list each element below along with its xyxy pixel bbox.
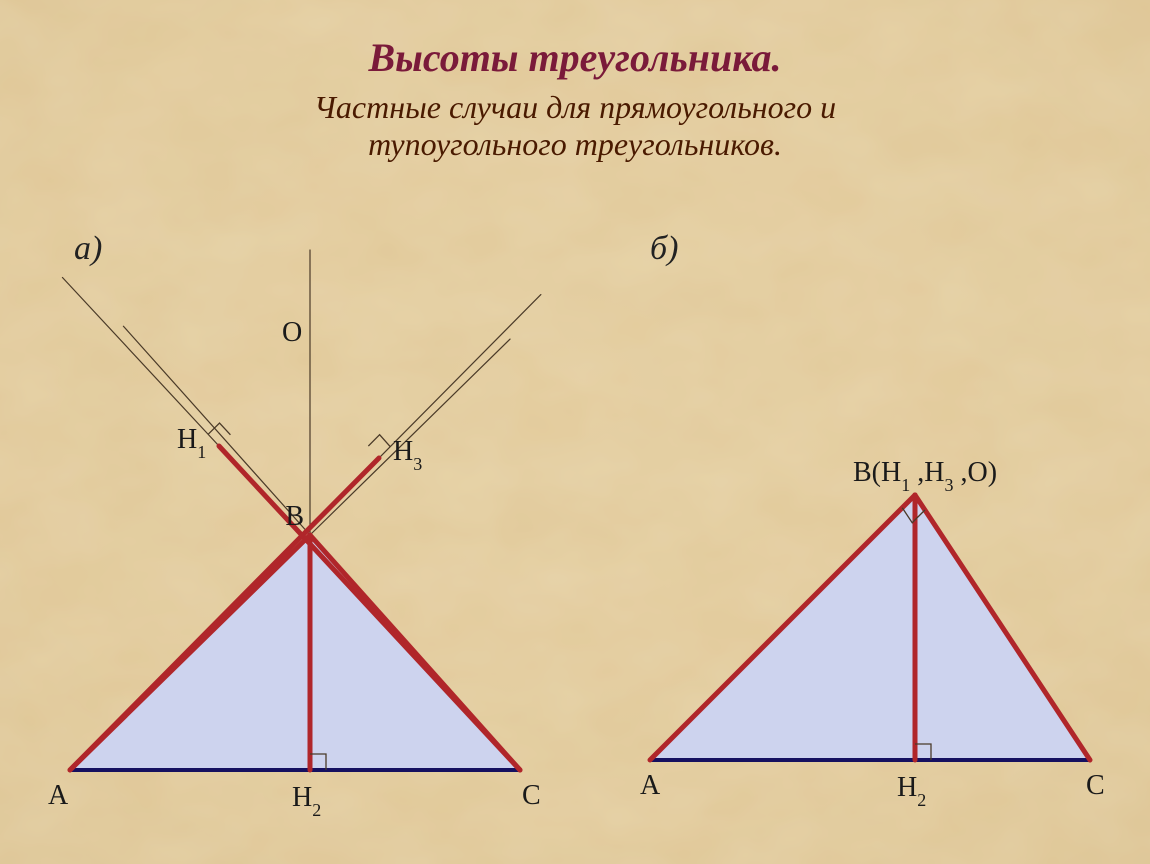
diagram-b: A C H2 B(H1 ,H3 ,O)	[610, 430, 1140, 830]
svg-text:A: A	[640, 770, 661, 801]
diagram-a: A C B H1 H3 H2 O	[20, 230, 580, 820]
svg-text:H2: H2	[897, 772, 926, 810]
svg-text:C: C	[1086, 770, 1105, 801]
svg-text:O: O	[282, 317, 302, 348]
subtitle-line-1: Частные случаи для прямоугольного и	[0, 81, 1150, 126]
page-title: Высоты треугольника.	[0, 0, 1150, 81]
svg-text:H1: H1	[177, 424, 206, 462]
svg-text:H2: H2	[292, 782, 321, 820]
svg-text:B: B	[285, 501, 304, 532]
svg-text:A: A	[48, 780, 69, 811]
svg-text:H3: H3	[393, 436, 422, 474]
panel-b-label: б)	[650, 230, 678, 268]
svg-text:C: C	[522, 780, 541, 811]
svg-text:B(H1 ,H3 ,O): B(H1 ,H3 ,O)	[853, 457, 997, 495]
subtitle-line-2: тупоугольного треугольников.	[0, 126, 1150, 163]
